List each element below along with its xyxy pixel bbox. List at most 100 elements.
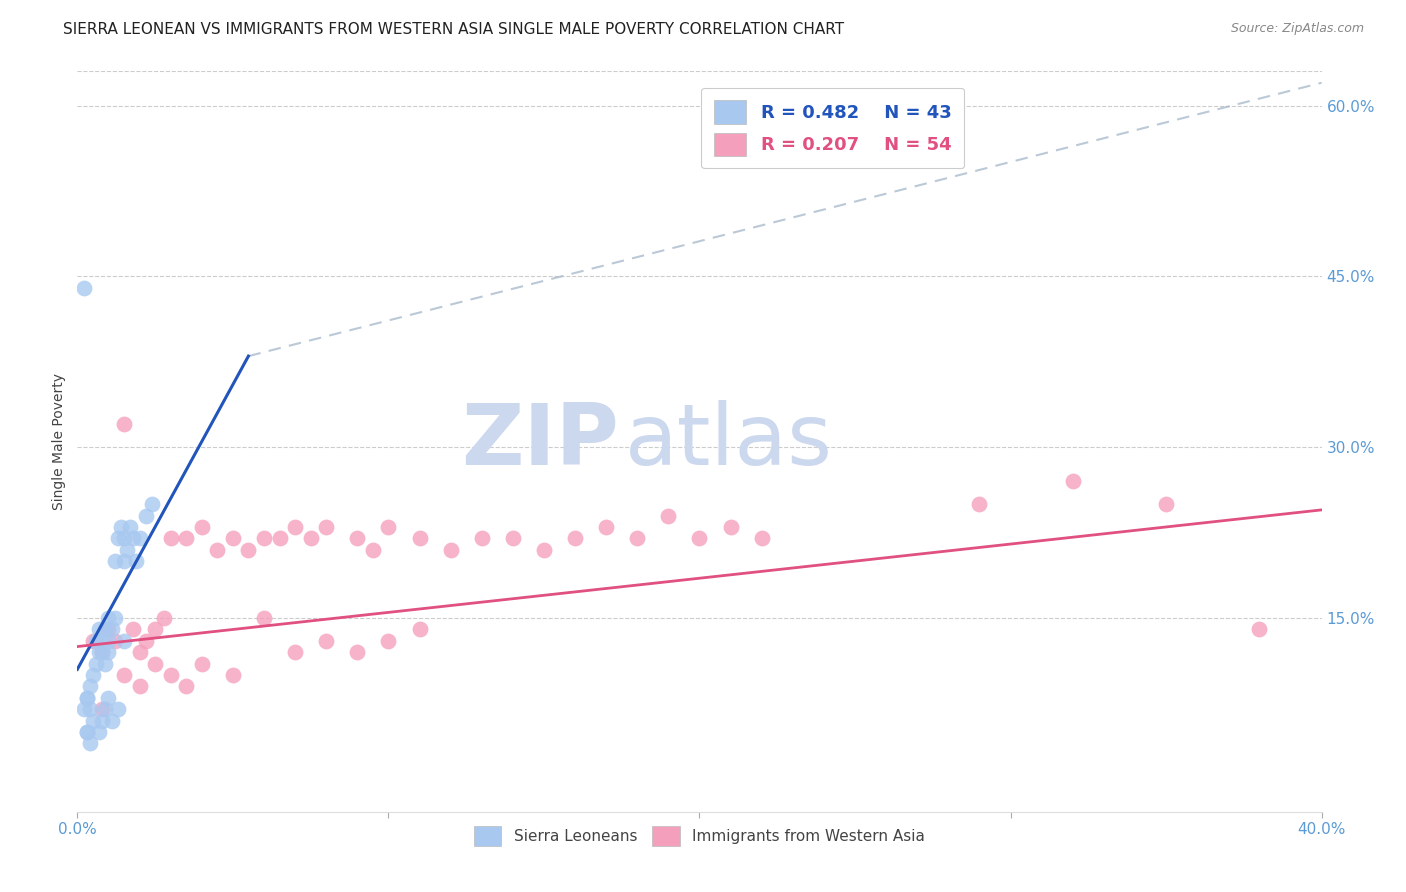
Point <box>122 532 145 546</box>
Point <box>110 520 132 534</box>
Point <box>269 532 291 546</box>
Point <box>100 714 122 728</box>
Text: ZIP: ZIP <box>461 400 619 483</box>
Point <box>657 508 679 523</box>
Point <box>97 690 120 705</box>
Point <box>626 532 648 546</box>
Point <box>112 532 135 546</box>
Point <box>128 532 150 546</box>
Point <box>91 645 114 659</box>
Point <box>284 520 307 534</box>
Point <box>76 725 98 739</box>
Point <box>595 520 617 534</box>
Point <box>94 702 117 716</box>
Point <box>91 714 114 728</box>
Point <box>91 633 114 648</box>
Point <box>104 611 127 625</box>
Point <box>969 497 991 511</box>
Point <box>122 623 145 637</box>
Point <box>104 554 127 568</box>
Point <box>97 611 120 625</box>
Point <box>346 645 368 659</box>
Point <box>174 532 197 546</box>
Point <box>87 645 110 659</box>
Point <box>502 532 524 546</box>
Point <box>1154 497 1177 511</box>
Point <box>76 690 98 705</box>
Point <box>190 657 214 671</box>
Point <box>141 497 163 511</box>
Point <box>720 520 742 534</box>
Point <box>751 532 773 546</box>
Point <box>72 702 94 716</box>
Point <box>107 702 129 716</box>
Point <box>377 520 399 534</box>
Point <box>238 542 260 557</box>
Point <box>315 633 337 648</box>
Point <box>84 657 107 671</box>
Point <box>112 633 135 648</box>
Point <box>91 702 114 716</box>
Point <box>1249 623 1271 637</box>
Point <box>100 623 122 637</box>
Y-axis label: Single Male Poverty: Single Male Poverty <box>52 373 66 510</box>
Point <box>143 623 166 637</box>
Point <box>346 532 368 546</box>
Point <box>97 623 120 637</box>
Point <box>120 520 142 534</box>
Point <box>79 680 101 694</box>
Point <box>97 645 120 659</box>
Point <box>408 532 430 546</box>
Point <box>112 417 135 432</box>
Point <box>87 725 110 739</box>
Text: SIERRA LEONEAN VS IMMIGRANTS FROM WESTERN ASIA SINGLE MALE POVERTY CORRELATION C: SIERRA LEONEAN VS IMMIGRANTS FROM WESTER… <box>63 22 845 37</box>
Point <box>112 668 135 682</box>
Point <box>159 532 181 546</box>
Point <box>439 542 461 557</box>
Point <box>79 702 101 716</box>
Point <box>128 680 150 694</box>
Point <box>115 542 138 557</box>
Text: Source: ZipAtlas.com: Source: ZipAtlas.com <box>1230 22 1364 36</box>
Point <box>135 633 157 648</box>
Point <box>87 623 110 637</box>
Point <box>112 554 135 568</box>
Point <box>143 657 166 671</box>
Point <box>91 645 114 659</box>
Point <box>207 542 229 557</box>
Point <box>128 645 150 659</box>
Point <box>107 532 129 546</box>
Point <box>174 680 197 694</box>
Point <box>97 633 120 648</box>
Point <box>159 668 181 682</box>
Point <box>82 714 104 728</box>
Point <box>533 542 555 557</box>
Point <box>104 633 127 648</box>
Point <box>72 281 94 295</box>
Legend: Sierra Leoneans, Immigrants from Western Asia: Sierra Leoneans, Immigrants from Western… <box>468 821 931 852</box>
Point <box>222 668 245 682</box>
Point <box>1062 475 1084 489</box>
Point <box>564 532 586 546</box>
Point <box>94 657 117 671</box>
Point <box>315 520 337 534</box>
Point <box>76 725 98 739</box>
Point <box>125 554 148 568</box>
Point <box>79 736 101 750</box>
Point <box>94 623 117 637</box>
Point <box>76 690 98 705</box>
Point <box>153 611 176 625</box>
Text: atlas: atlas <box>624 400 832 483</box>
Point <box>82 633 104 648</box>
Point <box>284 645 307 659</box>
Point <box>253 611 276 625</box>
Point <box>377 633 399 648</box>
Point <box>135 508 157 523</box>
Point <box>84 633 107 648</box>
Point <box>361 542 384 557</box>
Point <box>253 532 276 546</box>
Point <box>82 668 104 682</box>
Point <box>222 532 245 546</box>
Point <box>408 623 430 637</box>
Point <box>689 532 711 546</box>
